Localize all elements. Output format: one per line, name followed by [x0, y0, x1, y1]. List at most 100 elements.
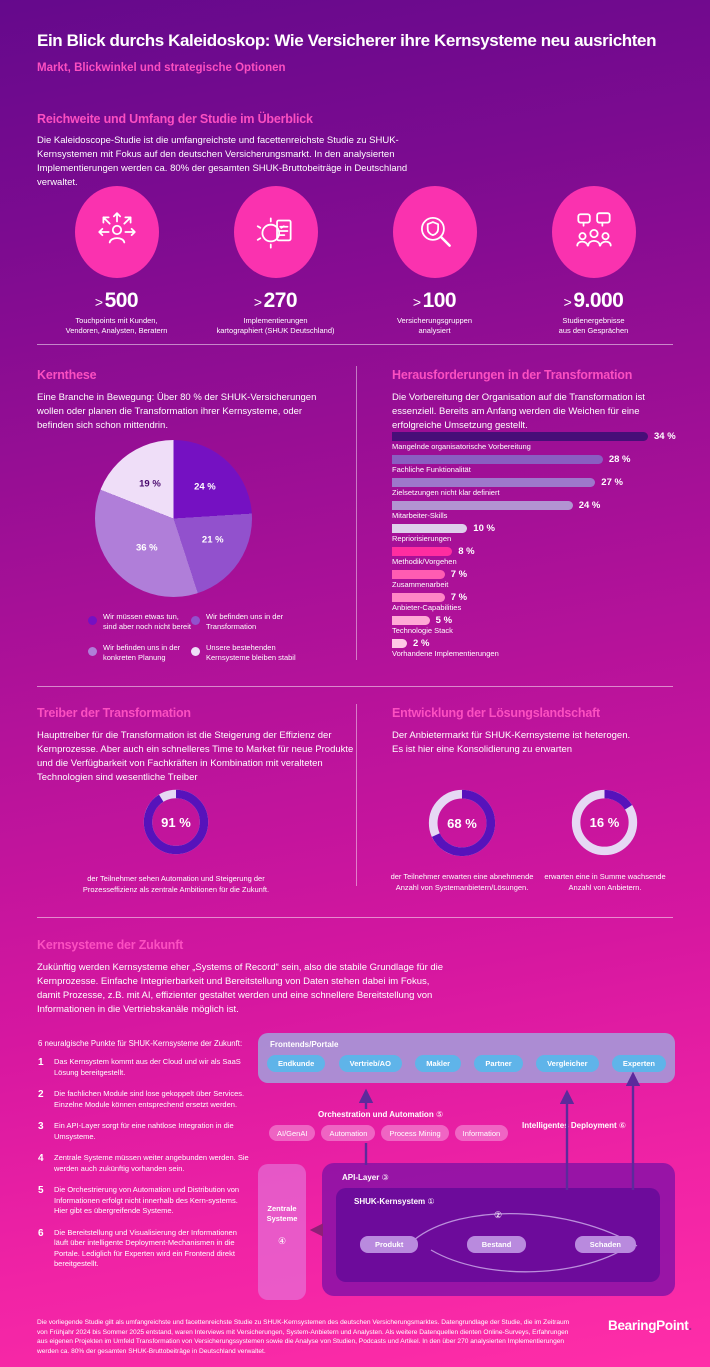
orchestration-pill: AI/GenAI	[269, 1125, 316, 1141]
bar-row: 27 % Zielsetzungen nicht klar definiert	[392, 477, 687, 497]
bar-line: 28 %	[392, 454, 687, 465]
pie-slice-label: 19 %	[139, 478, 161, 490]
bar-category-label: Zusammenarbeit	[392, 580, 449, 589]
api-layer-label: API-Layer ③	[342, 1173, 389, 1182]
frontends-pill-row: Endkunde Vertrieb/AO Makler Partner Vergleic…	[267, 1055, 666, 1072]
bar	[392, 547, 453, 556]
column-divider	[356, 366, 357, 660]
page-subtitle: Markt, Blickwinkel und strategische Opti…	[37, 62, 286, 74]
logo-dot: .	[688, 1318, 692, 1333]
bar-row: 28 % Fachliche Funktionalität	[392, 454, 687, 474]
section-divider	[37, 686, 673, 687]
orchestration-label: Orchestration und Automation ⑤	[318, 1110, 444, 1119]
stat-touchpoints: >500 Touchpoints mit Kunden, Vendoren, A…	[37, 186, 196, 336]
point-text: Die Bereitstellung und Visualisierung de…	[54, 1227, 237, 1269]
bar	[392, 501, 573, 510]
stat-value: >9.000	[563, 289, 624, 312]
bar-line: 7 %	[392, 592, 687, 603]
bar	[392, 639, 408, 648]
point-number: 6	[38, 1227, 44, 1239]
donut-68	[428, 789, 496, 857]
circled-number-3: ③	[381, 1173, 389, 1182]
bar	[392, 432, 648, 441]
stat-circle	[551, 186, 636, 278]
point-text: Das Kernsystem kommt aus der Cloud und w…	[54, 1057, 241, 1077]
pie-legend: Wir müssen etwas tun, sind aber noch nic…	[88, 612, 358, 664]
frontend-pill: Partner	[474, 1055, 523, 1072]
bar-category-label: Anbieter-Capabilities	[392, 603, 462, 612]
shield-magnifier-icon	[420, 216, 451, 247]
zukunft-point: 1 Das Kernsystem kommt aus der Cloud und …	[38, 1057, 250, 1078]
zukunft-architecture-diagram: Frontends/Portale Endkunde Vertrieb/AO Mak…	[258, 1033, 675, 1305]
legend-item: Unsere bestehenden Kernsysteme bleiben s…	[191, 643, 358, 663]
bar-row: 7 % Anbieter-Capabilities	[392, 592, 687, 612]
orchestration-pill: Process Mining	[381, 1125, 449, 1141]
donut-value-label: 16 %	[589, 815, 620, 830]
deployment-label: Intelligentes Deployment ⑥	[522, 1121, 627, 1130]
bar-value: 28 %	[608, 454, 631, 465]
legend-item: Wir befinden uns in der Transformation	[191, 612, 358, 632]
donut-91	[143, 789, 209, 855]
bar-category-label: Repriorisierungen	[392, 534, 452, 543]
bar-value: 34 %	[654, 431, 676, 442]
bar-line: 34 %	[392, 431, 687, 442]
bar-value: 24 %	[578, 500, 601, 511]
frontend-pill: Makler	[415, 1055, 462, 1072]
zukunft-point: 4 Zentrale Systeme müssen weiter angebund…	[38, 1153, 250, 1174]
bar-category-label: Zielsetzungen nicht klar definiert	[392, 488, 500, 497]
overview-heading: Reichweite und Umfang der Studie im Über…	[37, 112, 313, 126]
point-number: 5	[38, 1185, 44, 1196]
zentrale-systeme-label: Zentrale Systeme	[266, 1204, 298, 1223]
points-list: 1 Das Kernsystem kommt aus der Cloud und …	[38, 1057, 250, 1281]
shuk-kernsystem-label: SHUK-Kernsystem ①	[354, 1197, 435, 1206]
points-title: 6 neuralgische Punkte für SHUK-Kernsyste…	[38, 1039, 243, 1048]
bar-value: 8 %	[458, 546, 475, 557]
frontend-pill: Vergleicher	[536, 1055, 599, 1072]
zukunft-body: Zukünftig werden Kernsysteme eher „Syste…	[37, 962, 444, 1016]
study-stats-row: >500 Touchpoints mit Kunden, Vendoren, A…	[37, 186, 673, 336]
herausforderungen-bar-chart: 34 % Mangelnde organisatorische Vorbereit…	[392, 431, 687, 662]
section-divider	[37, 917, 673, 918]
donut-value-label: 68 %	[447, 815, 477, 831]
bar	[392, 570, 445, 579]
stat-label: Versicherungsgruppen analysiert	[396, 316, 473, 336]
donut-caption-wachsend: erwarten eine in Summe wachsende Anzahl …	[544, 872, 666, 892]
bar-line: 24 %	[392, 500, 687, 511]
legend-dot	[191, 616, 200, 625]
treiber-heading: Treiber der Transformation	[37, 706, 191, 720]
zukunft-heading: Kernsysteme der Zukunft	[37, 938, 184, 952]
bar	[392, 524, 468, 533]
bar-line: 8 %	[392, 546, 687, 557]
bar-line: 10 %	[392, 523, 687, 534]
bar-category-label: Vorhandene Implementierungen	[392, 649, 499, 658]
people-chat-icon	[575, 212, 612, 247]
core-module-pill: Bestand	[466, 1236, 527, 1253]
bar-row: 10 % Repriorisierungen	[392, 523, 687, 543]
bar-category-label: Methodik/Vorgehen	[392, 557, 457, 566]
overview-body: Die Kaleidoscope-Studie ist die umfangre…	[37, 135, 408, 189]
bar-value: 10 %	[473, 523, 495, 534]
stat-label: Implementierungen kartographiert (SHUK D…	[216, 316, 335, 336]
kernthese-body: Eine Branche in Bewegung: Über 80 % der …	[37, 392, 317, 432]
shuk-kernsystem-panel: SHUK-Kernsystem ① ② Produkt Bestand Schade…	[336, 1188, 660, 1282]
bar-line: 2 %	[392, 638, 687, 649]
bar-row: 5 % Technologie Stack	[392, 615, 687, 635]
bar-line: 27 %	[392, 477, 687, 488]
stat-value: >270	[253, 289, 298, 312]
bar-row: 7 % Zusammenarbeit	[392, 569, 687, 589]
legend-label: Wir befinden uns in der Transformation	[206, 612, 284, 632]
core-module-pill-row: Produkt Bestand Schaden	[360, 1236, 636, 1253]
bar-category-label: Technologie Stack	[392, 626, 453, 635]
orchestration-pill-row: AI/GenAI Automation Process Mining Informat…	[269, 1125, 509, 1141]
bar-value: 27 %	[601, 477, 623, 488]
point-number: 3	[38, 1121, 44, 1132]
column-divider	[356, 704, 357, 886]
bar-value: 7 %	[450, 569, 468, 580]
api-layer-panel: API-Layer ③ SHUK-Kernsystem ① ② Produkt B…	[322, 1163, 675, 1296]
legend-item: Wir müssen etwas tun, sind aber noch nic…	[88, 612, 191, 632]
bar-row: 8 % Methodik/Vorgehen	[392, 546, 687, 566]
bar	[392, 478, 596, 487]
core-module-pill: Schaden	[574, 1236, 636, 1253]
donut-value-label: 91 %	[161, 814, 191, 830]
orchestration-pill: Information	[454, 1125, 509, 1141]
